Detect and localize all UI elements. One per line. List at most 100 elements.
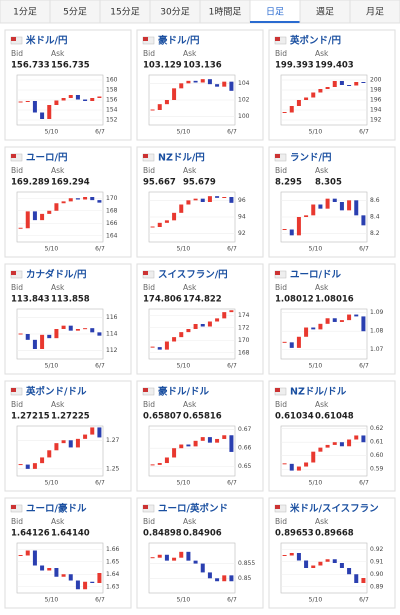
y-tick-label: 0.90 xyxy=(370,571,384,578)
candle xyxy=(354,82,359,86)
candle xyxy=(318,561,323,566)
candle xyxy=(289,463,294,471)
candle xyxy=(172,212,177,221)
tab[interactable] xyxy=(349,0,400,24)
pair-name[interactable]: 米ドル/円 xyxy=(25,35,67,47)
candle xyxy=(150,109,155,111)
pair-name[interactable]: ユーロ/円 xyxy=(26,153,67,164)
candle xyxy=(361,82,366,83)
candle xyxy=(150,226,155,228)
tab-label[interactable]: 30分足 xyxy=(160,7,189,18)
candle xyxy=(207,437,212,443)
ask-value: 103.136 xyxy=(183,61,222,71)
pair-name[interactable]: スイスフラン/円 xyxy=(158,270,228,281)
pair-name[interactable]: 英ポンド/円 xyxy=(290,35,341,47)
candle xyxy=(18,555,23,556)
candle xyxy=(222,197,227,198)
plot-frame xyxy=(148,425,236,477)
y-tick-label: 194 xyxy=(370,107,382,114)
candle xyxy=(54,329,59,339)
candle xyxy=(325,198,330,209)
tab-label[interactable]: 月足 xyxy=(366,7,384,18)
candle xyxy=(332,559,337,563)
candle xyxy=(90,581,95,583)
tab-label[interactable]: 15分足 xyxy=(110,7,139,18)
y-tick-label: 1.27 xyxy=(106,437,120,444)
candle xyxy=(207,572,212,579)
candle xyxy=(54,443,59,451)
bid-value: 199.393 xyxy=(275,61,314,71)
candle xyxy=(179,204,184,213)
x-tick-label: 6/7 xyxy=(359,246,369,253)
pair-name[interactable]: カナダドル/円 xyxy=(26,269,86,281)
pair-name[interactable]: 豪ドル/ドル xyxy=(158,386,209,398)
candle xyxy=(68,95,73,98)
tab-label[interactable]: 週足 xyxy=(316,7,334,18)
x-tick-label: 6/7 xyxy=(227,246,237,253)
ask-label: Ask xyxy=(51,166,65,175)
candle xyxy=(215,438,220,443)
ask-label: Ask xyxy=(51,283,65,292)
pair-name[interactable]: NZドル/ドル xyxy=(290,387,347,398)
candle xyxy=(75,95,80,100)
tab-label[interactable]: 1時間足 xyxy=(209,7,242,18)
y-tick-label: 114 xyxy=(106,331,118,338)
candle xyxy=(339,320,344,322)
candle xyxy=(157,222,162,227)
y-tick-label: 100 xyxy=(238,113,250,120)
ask-value: 1.64140 xyxy=(51,529,90,539)
pair-name[interactable]: ユーロ/英ポンド xyxy=(158,503,228,515)
x-tick-label: 6/7 xyxy=(227,480,237,487)
candle xyxy=(289,342,294,348)
pair-name[interactable]: NZドル/円 xyxy=(158,153,205,164)
x-tick-label: 6/7 xyxy=(95,246,105,253)
x-tick-label: 6/7 xyxy=(359,480,369,487)
candle xyxy=(47,210,52,214)
pair-name[interactable]: 米ドル/スイスフラン xyxy=(289,503,379,515)
candle xyxy=(222,575,227,582)
x-tick-label: 6/7 xyxy=(95,363,105,370)
y-tick-label: 1.09 xyxy=(370,309,384,316)
candle xyxy=(354,200,359,216)
pair-name[interactable]: ランド/円 xyxy=(290,153,331,164)
tab-label[interactable]: 1分足 xyxy=(13,7,37,18)
candle xyxy=(54,568,59,577)
candle xyxy=(339,442,344,447)
pair-name[interactable]: 豪ドル/円 xyxy=(158,35,199,47)
tab-label[interactable]: 日足 xyxy=(266,7,284,18)
x-tick-label: 5/10 xyxy=(45,363,59,370)
y-tick-label: 116 xyxy=(106,314,118,321)
y-tick-label: 0.65 xyxy=(238,463,252,470)
y-tick-label: 102 xyxy=(238,97,250,104)
y-tick-label: 8.4 xyxy=(370,214,380,221)
ask-label: Ask xyxy=(183,400,197,409)
x-tick-label: 5/10 xyxy=(45,246,59,253)
y-tick-label: 174 xyxy=(238,312,250,319)
ask-value: 0.61048 xyxy=(315,412,354,422)
tab-label[interactable]: 5分足 xyxy=(63,7,87,18)
candle xyxy=(47,568,52,571)
y-tick-label: 1.65 xyxy=(106,558,120,565)
y-tick-label: 96 xyxy=(238,197,246,204)
ask-label: Ask xyxy=(183,283,197,292)
plot-frame xyxy=(16,425,104,477)
pair-name[interactable]: 英ポンド/ドル xyxy=(26,386,87,398)
x-tick-label: 5/10 xyxy=(177,246,191,253)
pair-name[interactable]: ユーロ/豪ドル xyxy=(26,503,87,515)
candle xyxy=(25,101,30,102)
candle xyxy=(354,435,359,440)
pair-name[interactable]: ユーロ/ドル xyxy=(290,270,341,281)
candle xyxy=(179,551,184,558)
flag-mark xyxy=(11,505,16,509)
y-tick-label: 8.2 xyxy=(370,230,380,237)
plot-frame xyxy=(280,308,368,360)
candle xyxy=(157,463,162,465)
bid-label: Bid xyxy=(143,283,155,292)
candle xyxy=(200,198,205,202)
candle xyxy=(172,88,177,100)
candle xyxy=(318,323,323,330)
candle xyxy=(207,196,212,202)
candle xyxy=(304,215,309,217)
y-tick-label: 8.6 xyxy=(370,197,380,204)
